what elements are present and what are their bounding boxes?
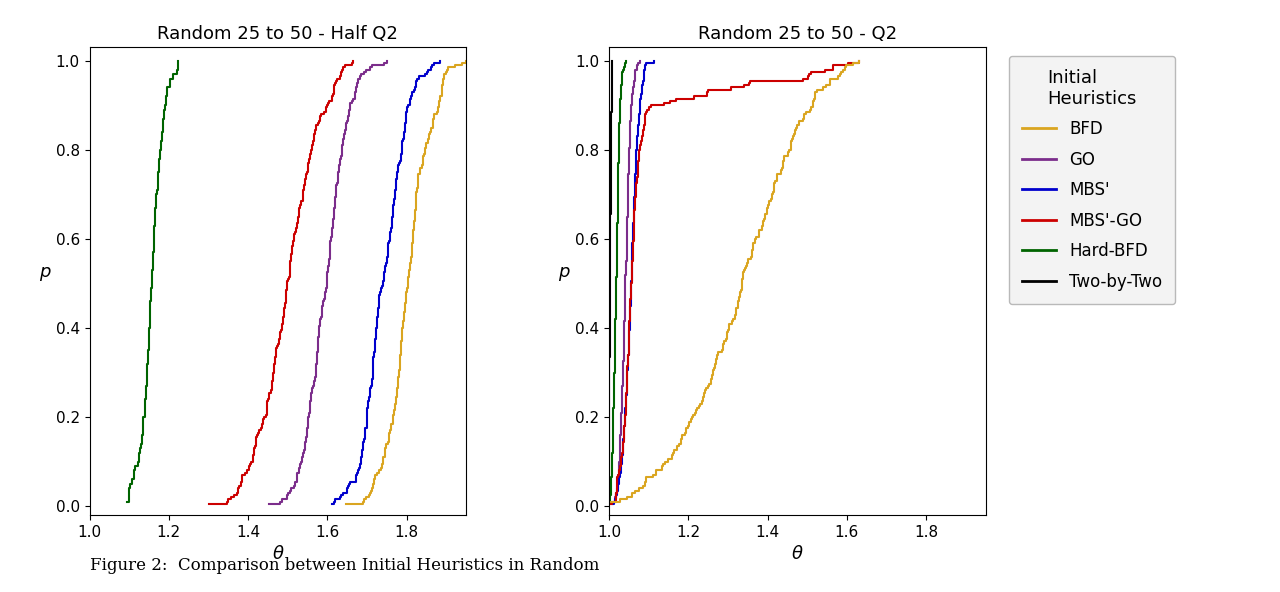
Legend: BFD, GO, MBS', MBS'-GO, Hard-BFD, Two-by-Two: BFD, GO, MBS', MBS'-GO, Hard-BFD, Two-by…	[1009, 56, 1175, 304]
X-axis label: θ: θ	[273, 545, 283, 564]
Title: Random 25 to 50 - Half Q2: Random 25 to 50 - Half Q2	[157, 25, 398, 43]
Y-axis label: p: p	[38, 263, 50, 281]
Title: Random 25 to 50 - Q2: Random 25 to 50 - Q2	[698, 25, 897, 43]
Y-axis label: p: p	[558, 263, 570, 281]
Text: Figure 2:  Comparison between Initial Heuristics in Random: Figure 2: Comparison between Initial Heu…	[90, 557, 599, 574]
X-axis label: θ: θ	[792, 545, 803, 564]
